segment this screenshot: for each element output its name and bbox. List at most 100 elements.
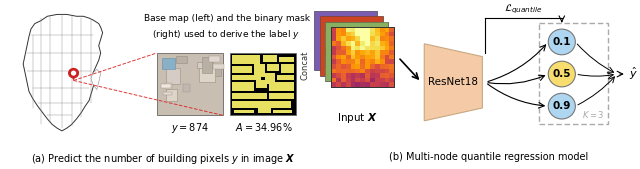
Bar <box>375 37 380 41</box>
Text: 0.5: 0.5 <box>552 69 571 79</box>
Bar <box>341 69 346 74</box>
Bar <box>355 78 361 83</box>
Bar <box>332 51 344 63</box>
Bar <box>385 37 390 41</box>
Bar <box>364 57 376 69</box>
Bar <box>325 57 338 69</box>
Text: $\mathcal{L}_{quantile}$: $\mathcal{L}_{quantile}$ <box>504 3 543 16</box>
Bar <box>357 28 370 40</box>
Bar <box>385 69 390 74</box>
Bar <box>355 64 361 69</box>
Bar <box>365 27 371 32</box>
Bar <box>351 58 364 70</box>
Bar <box>370 73 375 78</box>
Bar <box>332 46 337 51</box>
Bar <box>319 64 332 76</box>
Bar <box>332 63 344 75</box>
Bar <box>365 82 371 87</box>
Bar <box>357 52 370 64</box>
Bar <box>375 41 380 46</box>
Bar <box>341 32 346 37</box>
Bar <box>341 73 346 78</box>
Bar <box>341 59 346 64</box>
Text: ResNet18: ResNet18 <box>428 77 478 87</box>
Bar <box>360 64 365 69</box>
Bar <box>360 41 365 46</box>
Bar <box>365 64 371 69</box>
Bar <box>345 52 357 64</box>
Bar <box>370 69 375 74</box>
Bar <box>360 69 365 74</box>
Bar <box>370 64 375 69</box>
Bar <box>319 16 332 28</box>
Bar <box>344 27 356 39</box>
Bar <box>336 27 341 32</box>
Bar <box>196 62 213 68</box>
Bar <box>332 82 337 87</box>
Bar <box>365 78 371 83</box>
Bar <box>365 55 371 60</box>
Bar <box>375 64 380 69</box>
Bar <box>370 16 383 28</box>
Bar <box>332 50 337 55</box>
Bar <box>163 92 172 95</box>
Bar <box>351 59 356 64</box>
Bar <box>375 50 380 55</box>
Circle shape <box>72 71 76 75</box>
Bar <box>346 32 351 37</box>
Bar <box>364 23 377 35</box>
Bar <box>355 59 361 64</box>
Bar <box>385 27 390 32</box>
Bar <box>389 41 395 46</box>
Bar <box>375 46 380 51</box>
Bar <box>364 58 377 70</box>
Bar <box>166 68 180 84</box>
Bar <box>232 82 253 91</box>
Bar <box>355 69 361 74</box>
Text: $A = 34.96\%$: $A = 34.96\%$ <box>235 121 292 133</box>
Bar <box>351 37 356 41</box>
Bar <box>389 64 395 69</box>
Bar <box>355 27 361 32</box>
Text: $\hat{y}$: $\hat{y}$ <box>628 66 637 82</box>
Bar <box>351 64 356 69</box>
Text: Input $\boldsymbol{X}$: Input $\boldsymbol{X}$ <box>337 111 377 125</box>
Bar <box>314 46 326 58</box>
Bar <box>336 32 341 37</box>
Text: Base map (left) and the binary mask
(right) used to derive the label $y$: Base map (left) and the binary mask (rig… <box>143 14 310 41</box>
Bar <box>351 55 356 60</box>
Bar <box>380 50 385 55</box>
Bar <box>356 39 369 51</box>
Bar <box>365 37 371 41</box>
Bar <box>326 23 339 35</box>
Bar <box>385 82 390 87</box>
Bar <box>365 69 371 74</box>
Bar <box>157 53 223 115</box>
Bar <box>385 32 390 37</box>
Bar <box>166 89 177 101</box>
Bar <box>336 73 341 78</box>
Bar <box>364 46 377 58</box>
Bar <box>351 73 356 78</box>
Bar <box>346 59 351 64</box>
Bar <box>230 53 296 115</box>
Bar <box>369 63 381 75</box>
Bar <box>389 78 395 83</box>
Bar <box>380 46 385 51</box>
Bar <box>209 56 220 62</box>
Bar <box>232 93 268 99</box>
Bar <box>338 46 351 57</box>
Bar <box>351 57 364 69</box>
Bar <box>381 39 394 51</box>
Bar <box>351 41 356 46</box>
Bar <box>360 32 365 37</box>
Bar <box>319 16 383 76</box>
Bar <box>356 75 369 87</box>
Bar <box>332 27 344 39</box>
Circle shape <box>548 29 575 55</box>
Bar <box>339 11 351 23</box>
Bar <box>346 69 351 74</box>
Bar <box>365 50 371 55</box>
Bar <box>332 39 344 51</box>
Bar <box>355 55 361 60</box>
